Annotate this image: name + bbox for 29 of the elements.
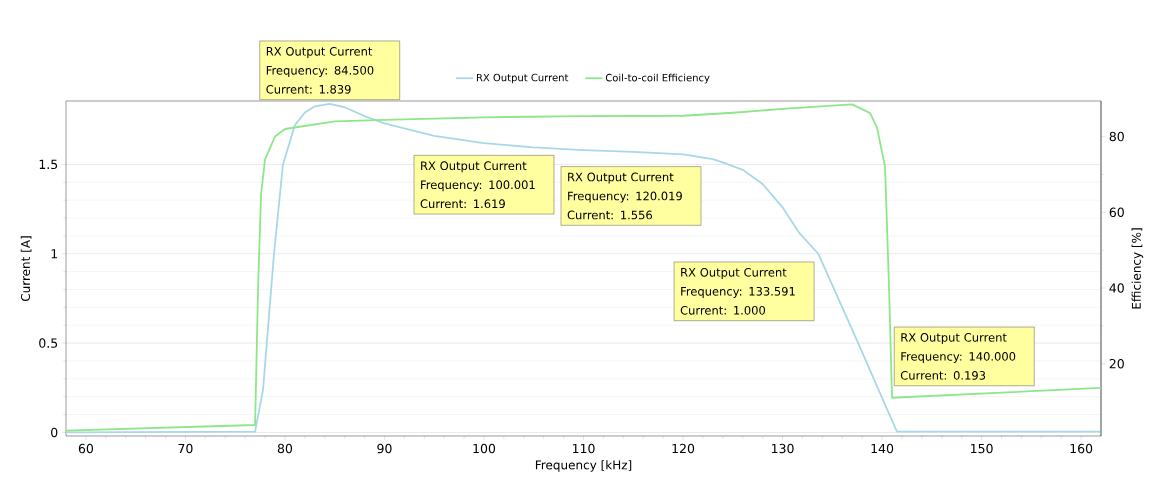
annotation: RX Output Current Frequency: 100.001 Current: 1.619	[420, 161, 535, 209]
annotation: RX Output Current Frequency: 140.000 Current: 0.193	[900, 333, 1016, 380]
annotation: RX Output Current Frequency: 133.591 Current: 1.000	[680, 267, 795, 315]
x-axis-title: Frequency [kHz]	[535, 460, 632, 472]
y2-tick-label: 40	[1109, 283, 1124, 293]
x-tick-label: 100	[473, 443, 496, 454]
x-tick-label: 110	[572, 443, 595, 454]
y-tick-label: 1.5	[39, 159, 58, 170]
x-tick-label: 70	[178, 443, 193, 454]
y-tick-label: 1	[51, 249, 58, 259]
y2-axis-title: Efficiency [%]	[1131, 228, 1144, 309]
x-tick-label: 90	[377, 443, 392, 454]
y-tick-label: 0.5	[39, 338, 58, 348]
x-tick-label: 60	[78, 443, 94, 454]
x-tick-label: 150	[971, 443, 993, 454]
x-tick-label: 120	[672, 443, 695, 454]
y2-tick-label: 60	[1109, 207, 1124, 218]
legend-label: Coil-to-coil Efficiency	[605, 73, 710, 84]
x-tick-label: 140	[871, 443, 894, 454]
y-tick-label: 0	[51, 427, 58, 438]
annotation: RX Output Current Frequency: 84.500 Current: 1.839	[266, 46, 374, 94]
y2-tick-label: 20	[1109, 358, 1124, 369]
y2-tick-label: 80	[1109, 131, 1124, 142]
x-tick-label: 80	[277, 443, 293, 454]
annotation: RX Output Current Frequency: 120.019 Current: 1.556	[567, 172, 682, 220]
x-tick-label: 160	[1070, 443, 1093, 454]
legend-label: RX Output Current	[476, 73, 569, 84]
y-axis-title: Current [A]	[20, 236, 32, 302]
x-tick-label: 130	[772, 443, 794, 454]
